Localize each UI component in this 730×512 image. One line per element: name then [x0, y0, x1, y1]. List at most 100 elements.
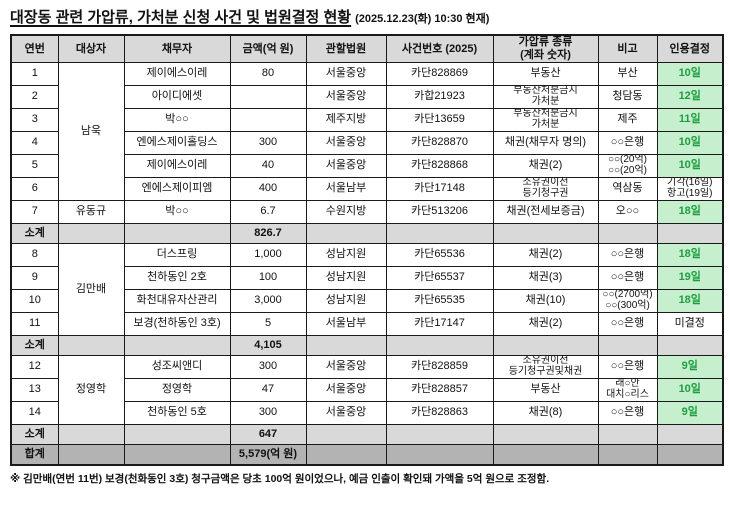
cell-debtor: 박○○ — [123, 107, 231, 132]
subtotal-debtor — [123, 423, 231, 445]
subtotal-target — [57, 334, 125, 356]
seizure-cases-table: 연번 대상자 채무자 금액(억 원) 관할법원 사건번호 (2025) 가압류 종류 (계좌… — [10, 34, 724, 466]
cell-court: 제주지방 — [305, 107, 387, 132]
subtotal-label: 소계 — [10, 423, 59, 445]
cell-seq: 14 — [10, 400, 59, 425]
table-row: 10 화천대유자산관리 3,000 성남지원 카단65535 채권(10) ○○(2700억… — [10, 288, 724, 313]
cell-court: 서울남부 — [305, 311, 387, 336]
cell-seizure-type: 채권(2) — [492, 311, 599, 336]
cell-seq: 5 — [10, 153, 59, 178]
subtotal-seizure-type — [492, 222, 599, 244]
cell-case-number: 카단828868 — [385, 153, 494, 178]
cell-court: 서울중앙 — [305, 354, 387, 379]
cell-case-number: 카단65537 — [385, 265, 494, 290]
cell-note: ○○(20억) ○○(20억) — [597, 153, 658, 178]
header-cell-2: 채무자 — [123, 34, 231, 63]
subtotal-amount: 647 — [229, 423, 307, 445]
cell-case-number: 카단17148 — [385, 176, 494, 201]
subtotal-court — [305, 423, 387, 445]
cell-seq: 12 — [10, 354, 59, 379]
cell-ruling: 12일 — [656, 84, 724, 109]
header-cell-8: 인용결정 — [656, 34, 724, 63]
subtotal-debtor — [123, 334, 231, 356]
cell-target: 김만배 — [57, 242, 125, 336]
header-cell-3: 금액(억 원) — [229, 34, 307, 63]
cell-amount: 80 — [229, 61, 307, 86]
table-row: 6 엔에스제이피엠 400 서울남부 카단17148 소유권이전 등기청구권 역삼동 기각(1… — [10, 176, 724, 201]
header-cell-4: 관할법원 — [305, 34, 387, 63]
total-amount: 5,579(억 원) — [229, 443, 307, 466]
subtotal-amount: 4,105 — [229, 334, 307, 356]
cell-seq: 7 — [10, 199, 59, 224]
cell-amount: 47 — [229, 377, 307, 402]
cell-seq: 3 — [10, 107, 59, 132]
cell-amount: 5 — [229, 311, 307, 336]
table-row: 8 김만배 더스프링 1,000 성남지원 카단65536 채권(2) ○○은행 18일 — [10, 242, 724, 336]
cell-amount — [229, 84, 307, 109]
cell-court: 서울남부 — [305, 176, 387, 201]
cell-seizure-type: 부동산처분금지 가처분 — [492, 107, 599, 132]
subtotal-amount: 826.7 — [229, 222, 307, 244]
subtotal-note — [597, 334, 658, 356]
subtotal-court — [305, 222, 387, 244]
subtotal-row: 소계 826.7 — [10, 222, 724, 244]
subtotal-case-number — [385, 334, 494, 356]
cell-court: 수원지방 — [305, 199, 387, 224]
cell-note: 역삼동 — [597, 176, 658, 201]
total-row: 합계 5,579(억 원) — [10, 443, 724, 466]
cell-ruling: 10일 — [656, 153, 724, 178]
table-row: 4 엔에스제이홀딩스 300 서울중앙 카단828870 채권(채무자 명의) ○○은행 10… — [10, 130, 724, 155]
cell-seizure-type: 채권(2) — [492, 153, 599, 178]
cell-case-number: 카단65535 — [385, 288, 494, 313]
total-court — [305, 443, 387, 466]
cell-note: 오○○ — [597, 199, 658, 224]
cell-case-number: 카단13659 — [385, 107, 494, 132]
header-cell-0: 연번 — [10, 34, 59, 63]
cell-ruling: 9일 — [656, 354, 724, 379]
subtotal-label: 소계 — [10, 334, 59, 356]
cell-note: 래○안 대치○리스 — [597, 377, 658, 402]
subtotal-label: 소계 — [10, 222, 59, 244]
subtotal-target — [57, 423, 125, 445]
header-cell-1: 대상자 — [57, 34, 125, 63]
cell-court: 서울중앙 — [305, 130, 387, 155]
cell-seizure-type: 부동산처분금지 가처분 — [492, 84, 599, 109]
cell-debtor: 아이디에셋 — [123, 84, 231, 109]
cell-note: ○○(2700억) ○○(300억) — [597, 288, 658, 313]
cell-case-number: 카단65536 — [385, 242, 494, 267]
cell-debtor: 제이에스이레 — [123, 153, 231, 178]
cell-court: 서울중앙 — [305, 84, 387, 109]
cell-debtor: 천하동인 5호 — [123, 400, 231, 425]
cell-amount — [229, 107, 307, 132]
total-ruling — [656, 443, 724, 466]
cell-case-number: 카단828857 — [385, 377, 494, 402]
cell-ruling: 18일 — [656, 288, 724, 313]
cell-target: 정영학 — [57, 354, 125, 425]
subtotal-target — [57, 222, 125, 244]
cell-debtor: 성조씨앤디 — [123, 354, 231, 379]
cell-seizure-type: 채권(8) — [492, 400, 599, 425]
cell-ruling: 미결정 — [656, 311, 724, 336]
cell-amount: 1,000 — [229, 242, 307, 267]
cell-seizure-type: 채권(전세보증금) — [492, 199, 599, 224]
table-row: 12 정영학 성조씨앤디 300 서울중앙 카단828859 소유권이전 등기청구권및채권 ○… — [10, 354, 724, 425]
table-row: 1 남욱 제이에스이레 80 서울중앙 카단828869 부동산 부산 10일 — [10, 61, 724, 201]
cell-case-number: 카단828869 — [385, 61, 494, 86]
subtotal-seizure-type — [492, 423, 599, 445]
cell-debtor: 더스프링 — [123, 242, 231, 267]
table-row: 7 유동규 박○○ 6.7 수원지방 카단513206 채권(전세보증금) 오○○ 18일 — [10, 199, 724, 224]
subtotal-ruling — [656, 423, 724, 445]
cell-amount: 3,000 — [229, 288, 307, 313]
total-seizure-type — [492, 443, 599, 466]
page-title-date: (2025.12.23(화) 10:30 현재) — [355, 13, 490, 25]
cell-seizure-type: 부동산 — [492, 377, 599, 402]
table-row: 11 보경(천하동인 3호) 5 서울남부 카단17147 채권(2) ○○은행 미결정 — [10, 311, 724, 336]
table-row: 14 천하동인 5호 300 서울중앙 카단828863 채권(8) ○○은행 9일 — [10, 400, 724, 425]
cell-court: 성남지원 — [305, 265, 387, 290]
subtotal-note — [597, 222, 658, 244]
cell-debtor: 화천대유자산관리 — [123, 288, 231, 313]
cell-ruling: 10일 — [656, 130, 724, 155]
cell-court: 서울중앙 — [305, 61, 387, 86]
cell-seizure-type: 소유권이전 등기청구권 — [492, 176, 599, 201]
header-cell-6: 가압류 종류 (계좌 숫자) — [492, 34, 599, 63]
